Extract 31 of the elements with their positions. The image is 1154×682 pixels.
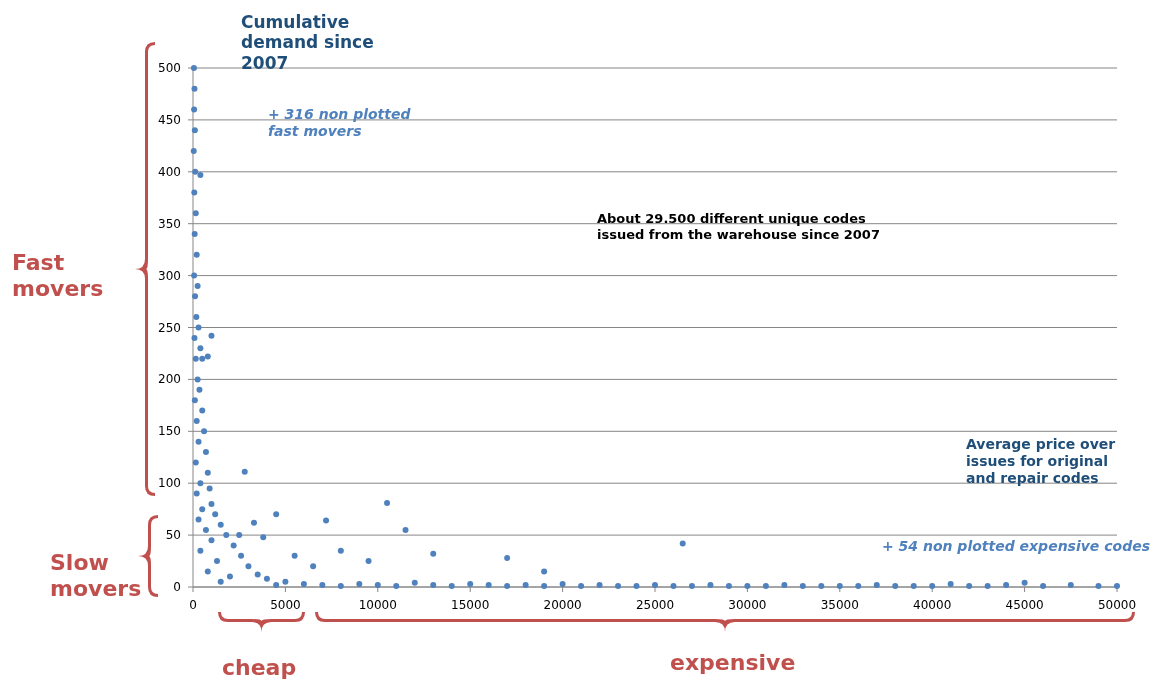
- x-tick-label: 10000: [358, 598, 397, 612]
- x-tick-label: 20000: [543, 598, 582, 612]
- y-tick-label: 400: [158, 164, 181, 179]
- x-tick-label: 25000: [635, 598, 675, 612]
- text: cheap: [222, 655, 297, 680]
- x-tick-label: 15000: [451, 598, 490, 612]
- y-tick-label: 350: [158, 216, 181, 231]
- text: Slow movers: [50, 550, 142, 602]
- x-axis-title: Average price over issues for original and repair codes: [966, 436, 1116, 486]
- y-tick-label: 300: [158, 268, 181, 283]
- y-tick-label: 0: [173, 580, 181, 594]
- y-tick-label: 500: [158, 61, 181, 75]
- y-tick-label: 100: [158, 476, 181, 491]
- y-axis-title: Cumulative demand since 2007: [241, 12, 374, 73]
- text: expensive: [670, 650, 796, 675]
- y-tick-label: 450: [158, 112, 181, 127]
- annotation: + 54 non plotted expensive codes: [881, 538, 1150, 554]
- x-tick-label: 35000: [820, 598, 859, 612]
- x-tick-label: 5000: [270, 598, 301, 612]
- x-tick-label: 45000: [1005, 598, 1044, 612]
- annotation: + 316 non plotted fast movers: [268, 106, 412, 139]
- annotation: About 29.500 different unique codes issued from the warehouse since 2007: [597, 211, 880, 242]
- x-tick-label: 0: [189, 598, 197, 612]
- x-tick-label: 30000: [728, 598, 767, 612]
- y-tick-label: 150: [158, 424, 181, 439]
- x-tick-label: 40000: [913, 598, 952, 612]
- y-tick-label: 200: [158, 372, 181, 387]
- y-tick-label: 250: [158, 320, 181, 335]
- y-tick-label: 50: [165, 528, 181, 543]
- x-tick-label: 50000: [1097, 598, 1137, 612]
- text: Fast movers: [12, 250, 104, 302]
